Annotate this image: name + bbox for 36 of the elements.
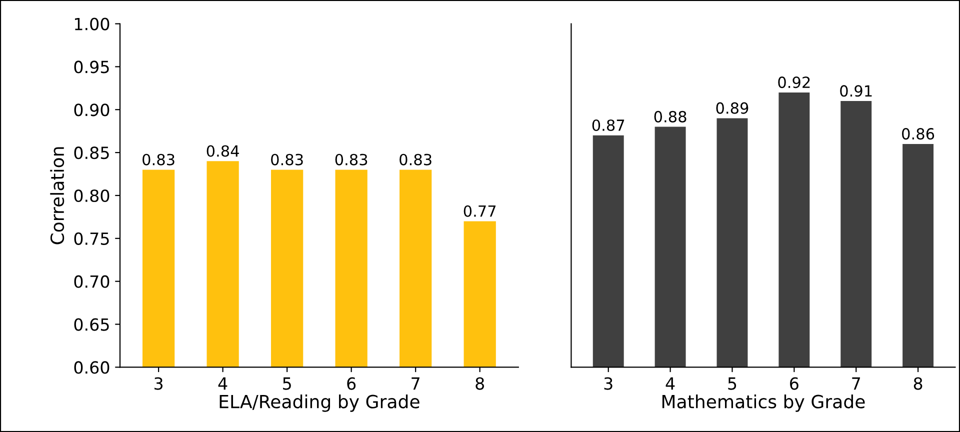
y-tick-label: 0.75 xyxy=(74,232,109,245)
data-label: 0.77 xyxy=(464,205,496,217)
y-tick-label: 0.95 xyxy=(74,60,109,74)
x-tick-label: 4 xyxy=(666,377,675,390)
data-label: 0.89 xyxy=(716,102,748,114)
y-tick-label: 1.00 xyxy=(75,18,110,30)
x-tick-label: 6 xyxy=(347,377,356,390)
x-tick-label: 5 xyxy=(283,377,291,390)
data-label: 0.92 xyxy=(778,76,810,88)
data-label: 0.83 xyxy=(271,154,303,166)
data-label: 0.83 xyxy=(335,154,368,166)
x-tick-label: 5 xyxy=(728,377,736,390)
x-tick-label: 8 xyxy=(914,377,922,390)
data-label: 0.88 xyxy=(654,110,686,122)
data-label: 0.86 xyxy=(902,128,934,140)
y-tick-label: 0.80 xyxy=(74,189,110,202)
data-label: 0.83 xyxy=(142,154,174,166)
x-tick-label: 8 xyxy=(476,377,484,390)
x-tick-label: 3 xyxy=(154,377,163,390)
y-tick-label: 0.60 xyxy=(74,361,110,374)
y-tick-label: 0.85 xyxy=(74,146,109,160)
x-tick-label: 4 xyxy=(218,377,228,390)
y-tick-label: 0.65 xyxy=(74,318,109,331)
y-tick-label: 0.70 xyxy=(74,275,110,288)
y-tick-label: 0.90 xyxy=(74,104,110,116)
data-label: 0.91 xyxy=(840,85,872,97)
data-label: 0.83 xyxy=(400,154,432,166)
y-axis-title: Correlation xyxy=(50,147,64,244)
data-label: 0.87 xyxy=(592,119,624,132)
data-label: 0.84 xyxy=(206,145,239,157)
x-tick-label: 6 xyxy=(790,377,798,390)
x-tick-label: 7 xyxy=(852,377,860,390)
x-axis-title: Mathematics by Grade xyxy=(662,394,865,412)
x-axis-title: ELA/Reading by Grade xyxy=(220,394,420,412)
x-tick-label: 7 xyxy=(412,377,420,390)
x-tick-label: 3 xyxy=(604,377,612,390)
